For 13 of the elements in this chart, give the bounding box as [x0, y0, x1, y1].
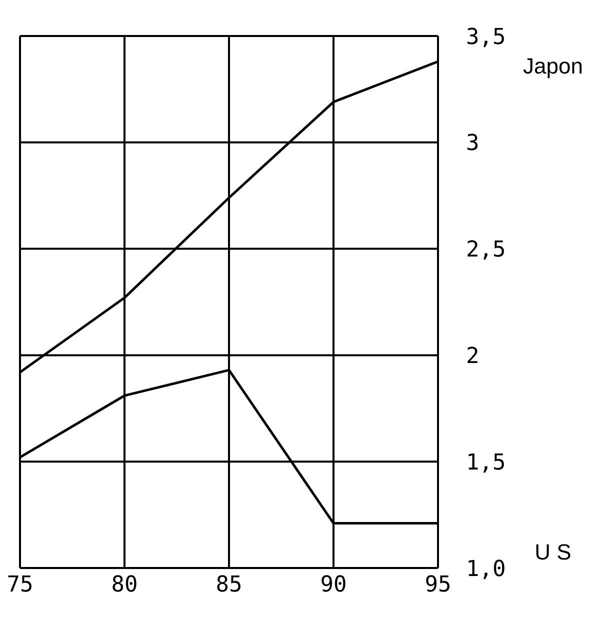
- x-tick-label: 85: [216, 572, 242, 598]
- x-tick-label: 95: [424, 572, 452, 598]
- y-tick-label: 3: [466, 131, 480, 156]
- x-tick-label: 90: [320, 572, 347, 598]
- text: U S: [534, 539, 572, 564]
- x-tick-label: 80: [111, 572, 138, 598]
- x-tick-label: 75: [6, 572, 34, 598]
- y-tick-label: 3,5: [466, 24, 506, 50]
- y-tick-label: 1,5: [466, 450, 506, 476]
- y-tick-label: 2: [466, 344, 480, 370]
- text: Japon: [523, 54, 583, 79]
- y-tick-label: 1,0: [466, 556, 506, 582]
- y-tick-label: 2,5: [466, 238, 506, 263]
